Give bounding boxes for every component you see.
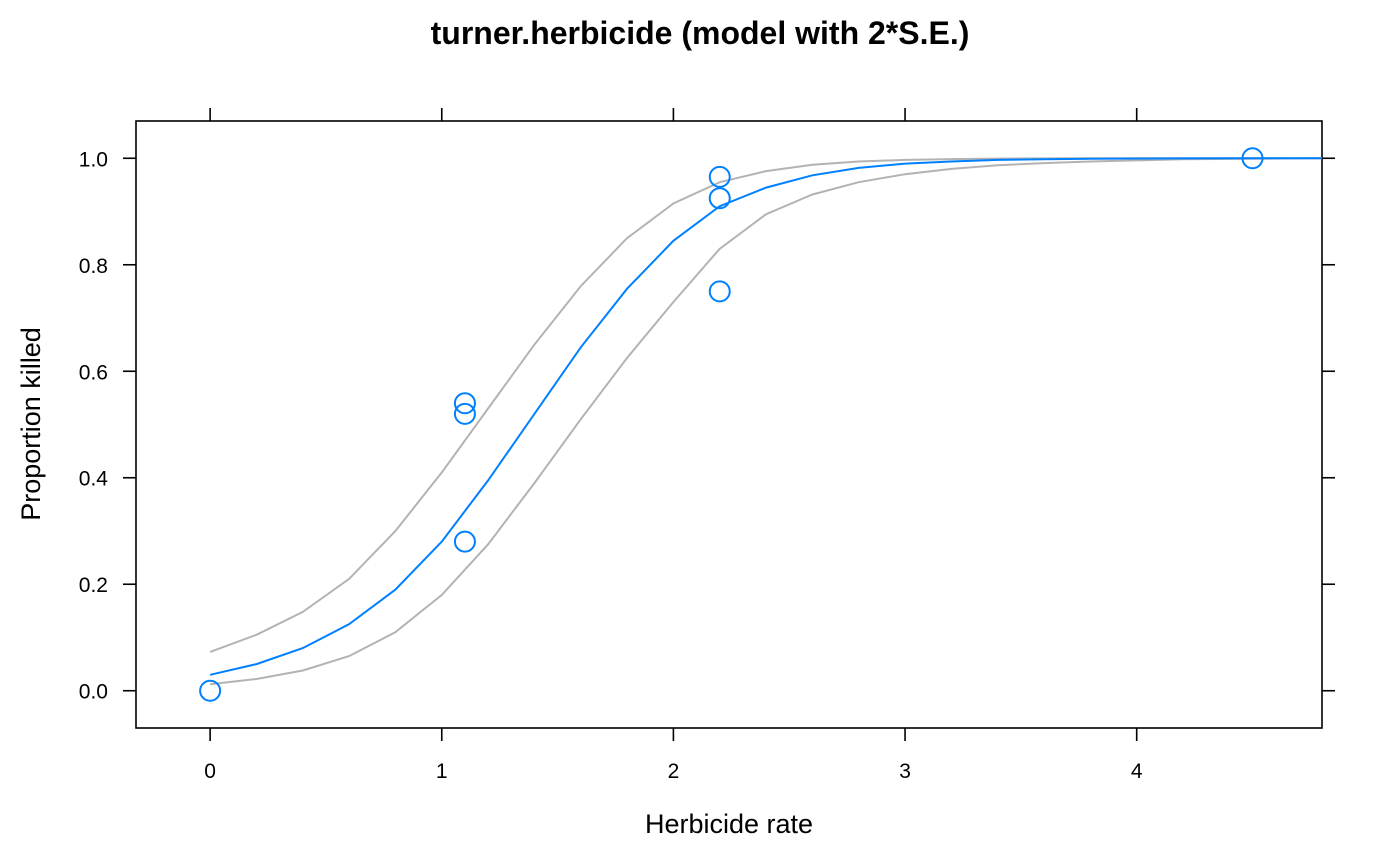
x-axis-label: Herbicide rate [645,809,813,839]
fit-curve [209,157,1322,676]
y-tick-label: 1.0 [79,148,108,171]
x-tick-label: 1 [436,760,448,783]
y-tick-label: 0.8 [79,255,108,278]
axis-ticks: 0 1 2 3 4 0.0 0.2 0.4 0.6 0.8 1.0 [79,108,1335,783]
data-point [453,530,476,553]
x-tick-label: 0 [204,760,216,783]
upper-band-line [209,157,1322,653]
plot-frame [135,120,1323,729]
y-tick-label: 0.6 [79,361,108,384]
data-point [708,280,731,303]
y-tick-label: 0.2 [79,574,108,597]
data-point [708,187,731,210]
chart-title: turner.herbicide (model with 2*S.E.) [431,15,970,51]
y-tick-label: 0.4 [79,468,109,491]
x-tick-label: 3 [899,760,911,783]
x-tick-label: 2 [668,760,680,783]
fitted-line [209,157,1322,676]
y-tick-label: 0.0 [79,681,108,704]
data-point [453,392,476,415]
confidence-band [209,157,1323,686]
data-point [708,165,731,188]
data-point [1241,147,1264,170]
y-axis-label: Proportion killed [16,327,46,521]
data-point [453,402,476,425]
data-points [199,147,1264,702]
lower-band-line [209,157,1323,686]
data-point [199,679,222,702]
x-tick-label: 4 [1131,760,1143,783]
